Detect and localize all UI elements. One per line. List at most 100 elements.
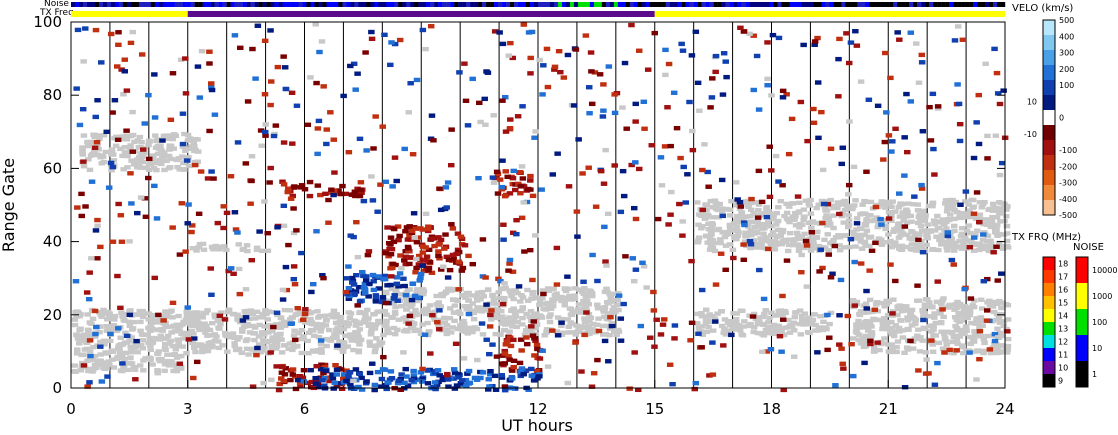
ground-scatter-cell	[852, 244, 859, 249]
echo-cell	[469, 76, 476, 82]
ground-scatter-cell	[157, 316, 164, 322]
ground-scatter-cell	[269, 328, 276, 334]
echo-cell	[429, 312, 436, 318]
ground-scatter-cell	[868, 330, 876, 335]
echo-cell	[615, 293, 623, 298]
positive-velocity-cell	[466, 380, 474, 386]
ground-scatter-cell	[263, 340, 271, 345]
ground-scatter-cell	[609, 310, 616, 316]
positive-velocity-cell	[417, 271, 425, 277]
ground-scatter-cell	[140, 358, 147, 363]
echo-cell	[688, 320, 696, 325]
noise-cell	[406, 2, 411, 7]
echo-cell	[728, 332, 735, 338]
echo-cell	[836, 313, 843, 318]
ground-scatter-cell	[792, 223, 800, 228]
noise-strip-label: Noise	[44, 0, 69, 9]
ground-scatter-cell	[256, 322, 263, 328]
noise-cell	[665, 2, 670, 7]
ground-scatter-cell	[601, 314, 608, 319]
echo-cell	[381, 32, 388, 38]
ground-scatter-cell	[950, 339, 957, 345]
ground-scatter-cell	[940, 222, 948, 227]
positive-velocity-cell	[522, 368, 529, 374]
velocity-colorbar-tick: 200	[1059, 65, 1074, 74]
noise-cell	[701, 2, 706, 7]
ground-scatter-cell	[945, 240, 952, 245]
ground-scatter-cell	[247, 308, 255, 313]
ground-scatter-cell	[777, 198, 785, 204]
echo-cell	[419, 263, 426, 268]
ground-scatter-cell	[936, 237, 943, 243]
negative-velocity-cell	[406, 224, 413, 229]
positive-velocity-cell	[379, 295, 387, 300]
ground-scatter-cell	[757, 236, 764, 241]
noise-cell	[290, 2, 295, 7]
ground-scatter-cell	[195, 343, 202, 349]
x-tick-label: 3	[183, 400, 193, 418]
ground-scatter-cell	[967, 341, 974, 347]
ground-scatter-cell	[895, 325, 903, 331]
ground-scatter-cell	[127, 143, 134, 148]
ground-scatter-cell	[112, 143, 120, 148]
echo-cell	[325, 220, 332, 225]
echo-cell	[354, 254, 362, 260]
echo-cell	[600, 82, 607, 87]
ground-scatter-cell	[97, 352, 104, 357]
noise-cell	[162, 2, 168, 7]
echo-cell	[805, 201, 813, 207]
ground-scatter-cell	[726, 213, 734, 218]
ground-scatter-cell	[332, 327, 340, 333]
data-layer	[71, 22, 1012, 393]
echo-cell	[682, 200, 690, 205]
negative-velocity-cell	[285, 186, 292, 191]
ground-scatter-cell	[880, 202, 887, 208]
echo-cell	[486, 324, 494, 329]
ground-scatter-cell	[884, 240, 891, 245]
echo-cell	[94, 98, 101, 103]
echo-cell	[507, 40, 514, 46]
noise-cell	[617, 2, 623, 7]
ground-scatter-cell	[108, 147, 116, 152]
ground-scatter-cell	[190, 139, 197, 145]
negative-velocity-cell	[300, 368, 308, 373]
ground-scatter-cell	[517, 308, 525, 314]
noise-cell	[821, 2, 826, 7]
echo-cell	[892, 278, 899, 284]
echo-cell	[529, 277, 536, 283]
ground-scatter-cell	[870, 316, 877, 322]
echo-cell	[861, 360, 868, 366]
positive-velocity-cell	[340, 372, 348, 377]
echo-cell	[428, 113, 436, 118]
noise-cell	[545, 2, 551, 7]
ground-scatter-cell	[185, 155, 192, 160]
ground-scatter-cell	[77, 338, 84, 343]
negative-velocity-cell	[422, 268, 429, 274]
ground-scatter-cell	[314, 309, 321, 314]
ground-scatter-cell	[152, 133, 159, 138]
noise-cell	[777, 2, 782, 7]
ground-scatter-cell	[594, 302, 601, 307]
ground-scatter-cell	[424, 320, 431, 326]
noise-cell	[422, 2, 427, 7]
negative-velocity-cell	[458, 268, 466, 273]
positive-velocity-cell	[417, 275, 424, 281]
negative-velocity-cell	[519, 176, 527, 181]
echo-cell	[210, 176, 217, 181]
ground-scatter-cell	[882, 226, 889, 232]
ground-scatter-cell	[478, 309, 486, 314]
ground-scatter-cell	[498, 286, 506, 291]
echo-cell	[733, 311, 741, 316]
echo-cell	[260, 380, 267, 386]
ground-scatter-cell	[490, 297, 498, 303]
echo-cell	[397, 387, 404, 393]
ground-scatter-cell	[965, 306, 972, 311]
txfreq-segment	[654, 11, 1005, 17]
echo-cell	[452, 341, 460, 347]
ground-scatter-cell	[782, 310, 789, 316]
ground-scatter-cell	[980, 349, 987, 354]
ground-scatter-cell	[777, 330, 784, 335]
ground-scatter-cell	[987, 222, 994, 228]
noise-cell	[989, 2, 994, 7]
ground-scatter-cell	[337, 314, 345, 320]
